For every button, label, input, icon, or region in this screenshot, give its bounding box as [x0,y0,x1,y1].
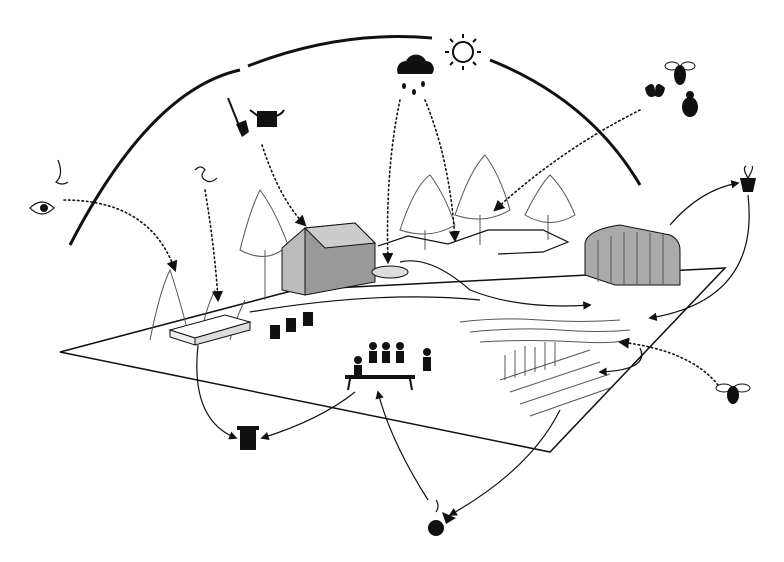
water-tank [372,266,408,278]
page: {} [0,0,784,562]
greenhouse [585,225,680,285]
garden-ecosystem-diagram [0,0,784,562]
trash-can-icon [237,426,259,450]
